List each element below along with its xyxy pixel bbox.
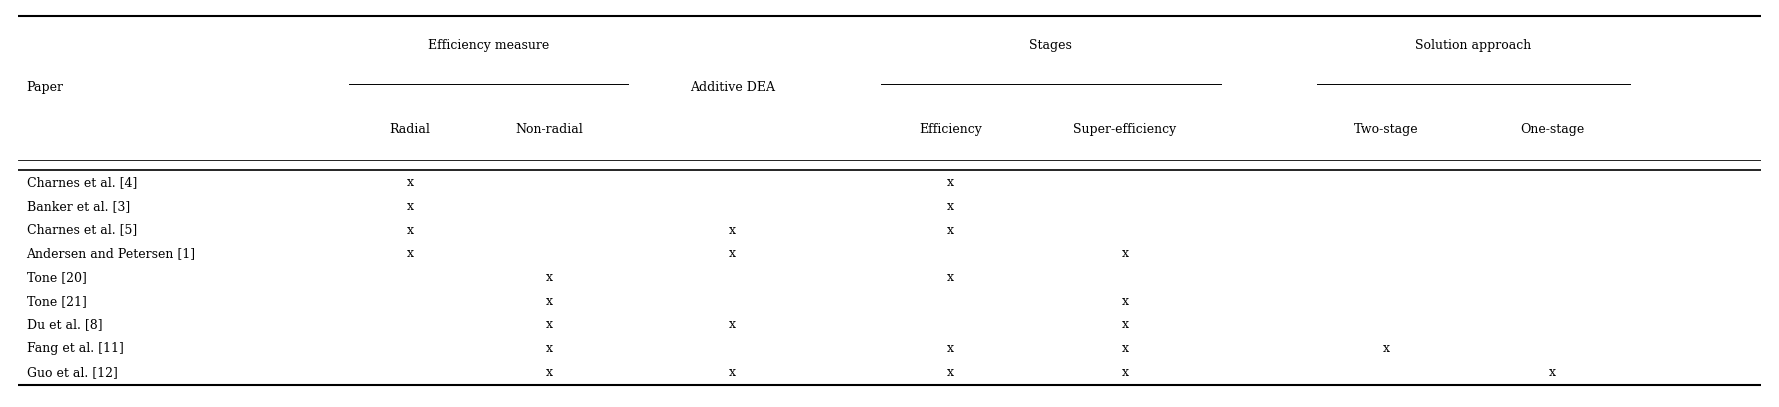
Text: Charnes et al. [5]: Charnes et al. [5] xyxy=(27,223,137,236)
Text: Efficiency: Efficiency xyxy=(920,123,982,136)
Text: Du et al. [8]: Du et al. [8] xyxy=(27,318,101,331)
Text: Tone [20]: Tone [20] xyxy=(27,271,87,284)
Text: Radial: Radial xyxy=(390,123,431,136)
Text: x: x xyxy=(729,366,737,379)
Text: x: x xyxy=(946,271,954,284)
Text: x: x xyxy=(729,247,737,260)
Text: Charnes et al. [4]: Charnes et al. [4] xyxy=(27,176,137,189)
Text: x: x xyxy=(1121,295,1128,308)
Text: Fang et al. [11]: Fang et al. [11] xyxy=(27,342,123,355)
Text: x: x xyxy=(407,223,413,236)
Text: x: x xyxy=(407,200,413,213)
Text: Efficiency measure: Efficiency measure xyxy=(429,39,550,53)
Text: Non-radial: Non-radial xyxy=(516,123,584,136)
Text: Super-efficiency: Super-efficiency xyxy=(1073,123,1176,136)
Text: Two-stage: Two-stage xyxy=(1354,123,1418,136)
Text: x: x xyxy=(1121,342,1128,355)
Text: x: x xyxy=(946,223,954,236)
Text: Additive DEA: Additive DEA xyxy=(690,81,776,94)
Text: x: x xyxy=(946,200,954,213)
Text: Guo et al. [12]: Guo et al. [12] xyxy=(27,366,117,379)
Text: x: x xyxy=(407,247,413,260)
Text: x: x xyxy=(1121,318,1128,331)
Text: x: x xyxy=(546,366,553,379)
Text: One-stage: One-stage xyxy=(1519,123,1583,136)
Text: x: x xyxy=(1121,366,1128,379)
Text: x: x xyxy=(546,271,553,284)
Text: x: x xyxy=(546,295,553,308)
Text: x: x xyxy=(546,342,553,355)
Text: x: x xyxy=(729,223,737,236)
Text: x: x xyxy=(729,318,737,331)
Text: x: x xyxy=(546,318,553,331)
Text: Tone [21]: Tone [21] xyxy=(27,295,87,308)
Text: x: x xyxy=(946,366,954,379)
Text: x: x xyxy=(946,176,954,189)
Text: x: x xyxy=(1121,247,1128,260)
Text: Andersen and Petersen [1]: Andersen and Petersen [1] xyxy=(27,247,196,260)
Text: Paper: Paper xyxy=(27,81,64,94)
Text: Solution approach: Solution approach xyxy=(1416,39,1532,53)
Text: x: x xyxy=(1382,342,1389,355)
Text: x: x xyxy=(946,342,954,355)
Text: Stages: Stages xyxy=(1030,39,1073,53)
Text: x: x xyxy=(1548,366,1555,379)
Text: Banker et al. [3]: Banker et al. [3] xyxy=(27,200,130,213)
Text: x: x xyxy=(407,176,413,189)
